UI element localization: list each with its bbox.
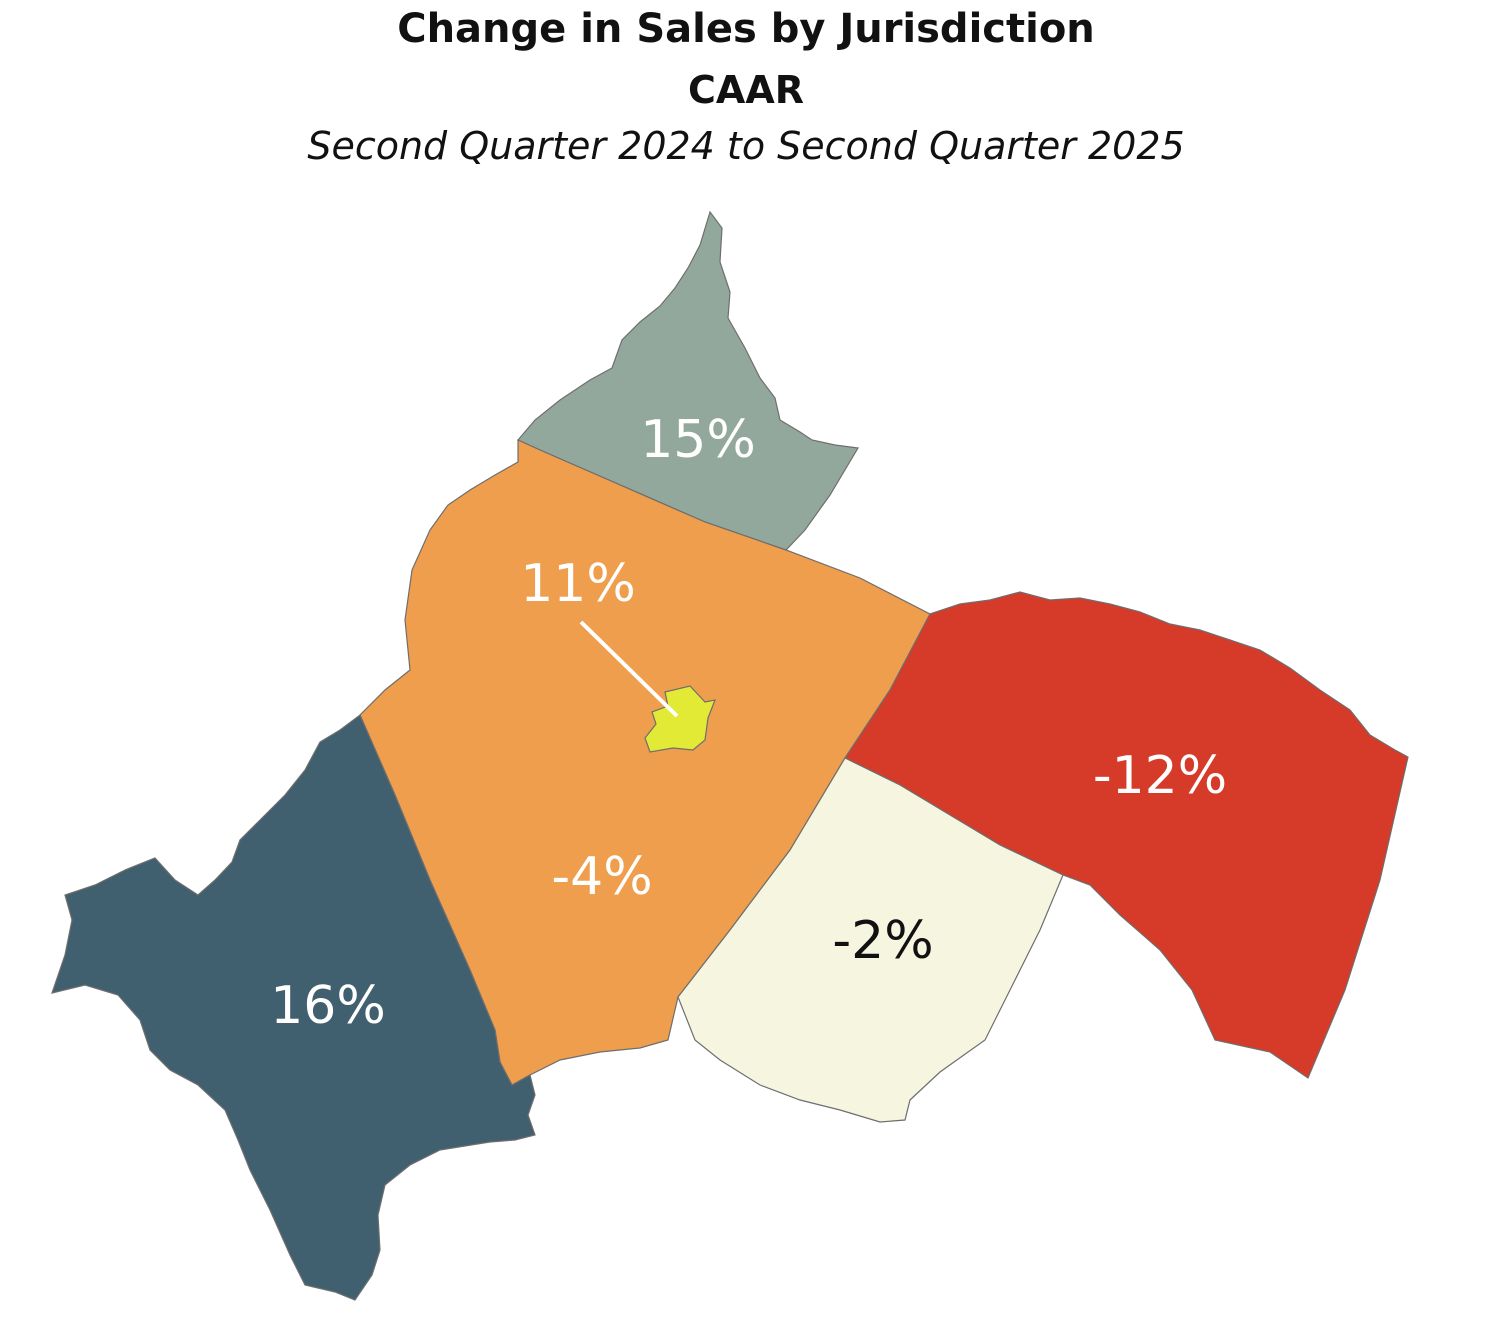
label-southeast: -2% [832,911,933,971]
label-city: 11% [520,554,636,614]
region-city[interactable] [644,685,716,753]
map-subtitle: CAAR [688,68,804,112]
region-southeast[interactable] [677,757,1064,1123]
label-north: 15% [640,410,756,470]
map-period: Second Quarter 2024 to Second Quarter 20… [307,124,1185,168]
label-east: -12% [1093,746,1227,806]
region-southwest[interactable] [51,714,536,1301]
map-title: Change in Sales by Jurisdiction [397,6,1095,52]
label-southwest: 16% [270,976,386,1036]
region-north[interactable] [517,210,859,551]
city-leader-line [579,620,679,718]
label-central: -4% [551,847,652,907]
